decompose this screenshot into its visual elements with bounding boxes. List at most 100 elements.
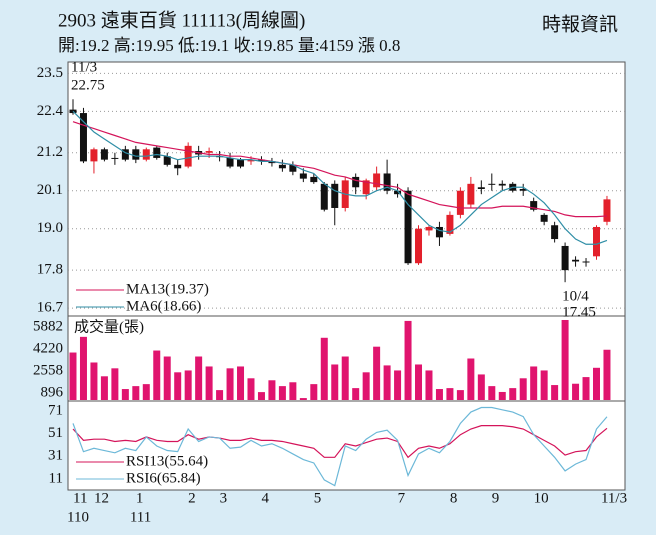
x-tick-label: 11/3 [601, 490, 627, 506]
volume-bar [425, 370, 433, 400]
x-tick-label: 3 [220, 490, 228, 506]
volume-bar [90, 362, 98, 400]
y-tick-label: 16.7 [37, 300, 64, 316]
x-tick-label: 9 [492, 490, 500, 506]
volume-bar [247, 378, 255, 400]
y-tick-label: 2558 [33, 362, 63, 378]
volume-bar [362, 372, 370, 400]
annotation-date: 10/4 [562, 289, 589, 305]
candle-body [383, 173, 391, 191]
volume-bar [446, 388, 454, 400]
volume-bar [299, 398, 307, 400]
volume-bar [341, 356, 349, 400]
candle-body [530, 201, 538, 210]
y-tick-label: 5882 [33, 318, 63, 334]
candle-body [498, 183, 506, 186]
x-tick-label: 11 [73, 490, 87, 506]
volume-bar [205, 366, 213, 400]
volume-bar [477, 374, 485, 400]
y-tick-label: 4220 [33, 340, 63, 356]
y-tick-label: 22.4 [37, 103, 64, 119]
volume-bar [572, 383, 580, 400]
plot-frame [67, 61, 626, 491]
x-tick-label: 8 [450, 490, 458, 506]
candle-body [90, 149, 98, 162]
volume-bar [289, 382, 297, 400]
volume-bar [278, 386, 286, 400]
candle-body [603, 199, 611, 222]
candle-body [477, 187, 485, 189]
candle-body [415, 228, 423, 264]
volume-bar [415, 364, 423, 400]
candle-body [100, 149, 108, 160]
candle-body [467, 183, 475, 205]
annotation-value: 17.45 [562, 305, 596, 321]
y-tick-label: 19.0 [37, 220, 63, 236]
panel-title: 成交量(張) [74, 317, 144, 335]
candle-body [310, 176, 318, 183]
volume-bar [174, 372, 182, 400]
y-tick-label: 23.5 [37, 65, 63, 81]
candle-body [519, 189, 527, 191]
volume-bar [488, 386, 496, 400]
legend-label: MA6(18.66) [126, 298, 201, 314]
volume-bar [320, 337, 328, 400]
y-tick-label: 17.8 [37, 262, 63, 278]
candle-body [551, 225, 559, 240]
candle-body [79, 113, 87, 162]
volume-bar [603, 349, 611, 400]
candle-body [572, 259, 580, 262]
candle-body [352, 176, 360, 188]
candle-body [174, 164, 182, 169]
volume-bar [121, 389, 129, 400]
volume-bar [551, 385, 559, 400]
x-tick-label: 2 [188, 490, 196, 506]
candle-body [593, 226, 600, 257]
y-tick-label: 71 [48, 402, 63, 418]
volume-bar [184, 370, 192, 400]
x-tick-label: 1 [136, 490, 144, 506]
volume-bar [467, 358, 475, 400]
source: 時報資訊 [542, 13, 618, 35]
y-tick-label: 21.2 [37, 144, 63, 160]
x-year-label: 111 [130, 509, 151, 525]
y-tick-label: 51 [48, 425, 63, 441]
candle-body [289, 164, 297, 172]
candle-body [121, 149, 129, 160]
line-series [72, 406, 608, 487]
volume-bar [593, 367, 600, 400]
candle-body [257, 159, 265, 162]
candle-body [435, 226, 443, 238]
candle-body [456, 190, 464, 215]
candle-body [237, 159, 245, 167]
volume-bar [257, 392, 265, 400]
x-year-label: 110 [67, 509, 89, 525]
x-tick-label: 12 [94, 490, 109, 506]
candle-body [163, 156, 171, 165]
volume-bar [195, 356, 203, 400]
candle-body [561, 245, 569, 271]
candle-body [362, 180, 370, 195]
volume-bar [142, 384, 150, 400]
candle-body [540, 214, 548, 222]
candle-body [268, 161, 276, 164]
candle-body [142, 149, 150, 160]
volume-bar [404, 320, 412, 400]
y-tick-label: 31 [48, 448, 63, 464]
candle-body [132, 149, 140, 160]
volume-bar [540, 370, 548, 400]
volume-bar [561, 319, 569, 400]
x-tick-label: 5 [314, 490, 322, 506]
candle-body [425, 226, 433, 231]
candle-body [446, 214, 454, 234]
volume-bar [435, 389, 443, 400]
volume-bar [530, 366, 538, 400]
volume-bar [100, 376, 108, 400]
annotation-value: 22.75 [71, 78, 105, 94]
volume-bar [132, 386, 140, 400]
candle-body [331, 183, 339, 208]
annotation-date: 11/3 [71, 60, 97, 76]
legend-label: MA13(19.37) [126, 281, 209, 297]
candle-body [394, 190, 402, 195]
